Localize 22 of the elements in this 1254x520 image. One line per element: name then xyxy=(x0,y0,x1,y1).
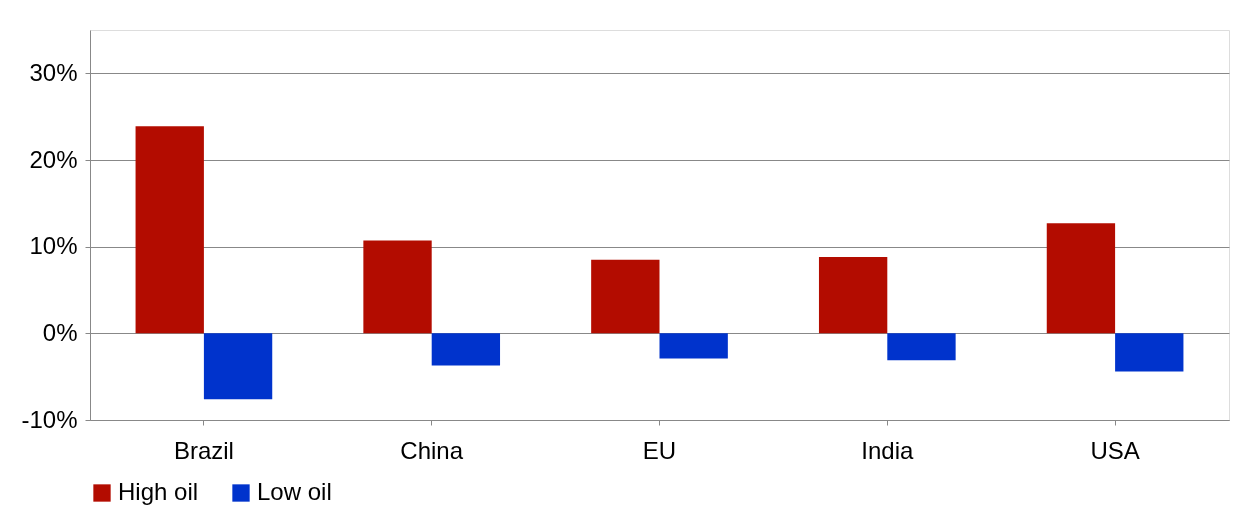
bar xyxy=(591,259,660,334)
bar xyxy=(818,257,888,334)
x-tick-label: USA xyxy=(1090,436,1140,464)
bar xyxy=(431,333,501,366)
x-tick-label: India xyxy=(861,436,914,464)
legend-label: High oil xyxy=(118,478,199,505)
y-tick-label: -10% xyxy=(21,405,78,433)
y-tick-label: 0% xyxy=(42,318,78,346)
y-tick-label: 20% xyxy=(29,145,78,173)
bar xyxy=(1046,223,1116,334)
bar xyxy=(1115,333,1184,372)
bar xyxy=(363,240,432,334)
bar xyxy=(135,126,204,334)
bar xyxy=(203,333,273,400)
x-tick-label: EU xyxy=(642,436,677,464)
bar xyxy=(659,333,728,359)
x-tick-label: Brazil xyxy=(173,436,234,464)
bar xyxy=(887,333,956,361)
x-tick-label: China xyxy=(400,436,464,464)
legend-label: Low oil xyxy=(257,478,332,505)
y-tick-label: 30% xyxy=(29,58,78,86)
y-tick-label: 10% xyxy=(29,232,78,260)
